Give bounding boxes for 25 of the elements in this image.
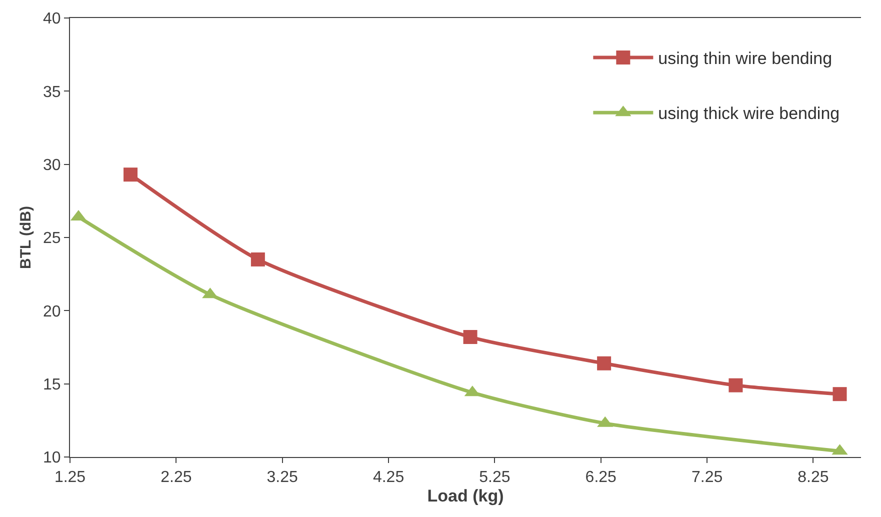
x-tick-label: 5.25 bbox=[479, 469, 510, 486]
point bbox=[728, 378, 743, 392]
y-tick-label: 35 bbox=[43, 84, 61, 101]
x-tick-label: 7.25 bbox=[691, 469, 723, 486]
x-tick-label: 6.25 bbox=[585, 469, 617, 486]
y-tick-label: 25 bbox=[43, 230, 61, 248]
y-tick-label: 10 bbox=[43, 450, 61, 467]
x-tick-label: 8.25 bbox=[798, 469, 829, 486]
y-tick-label: 15 bbox=[43, 376, 61, 394]
x-tick-label: 2.25 bbox=[160, 469, 192, 486]
x-axis-title: Load (kg) bbox=[427, 486, 504, 506]
y-tick-label: 20 bbox=[43, 303, 61, 320]
point bbox=[463, 330, 478, 344]
x-tick-label: 4.25 bbox=[372, 469, 404, 486]
x-tick-label: 3.25 bbox=[266, 469, 298, 486]
legend-label: using thick wire bending bbox=[658, 104, 840, 124]
legend-label: using thin wire bending bbox=[658, 49, 832, 68]
point bbox=[250, 252, 265, 266]
point bbox=[597, 356, 612, 370]
y-axis-title: BTL (dB) bbox=[17, 206, 34, 270]
y-tick-label: 30 bbox=[43, 156, 61, 174]
point bbox=[832, 387, 847, 402]
x-tick-label: 1.25 bbox=[54, 469, 86, 486]
point bbox=[124, 168, 138, 182]
y-tick-label: 40 bbox=[43, 10, 61, 28]
